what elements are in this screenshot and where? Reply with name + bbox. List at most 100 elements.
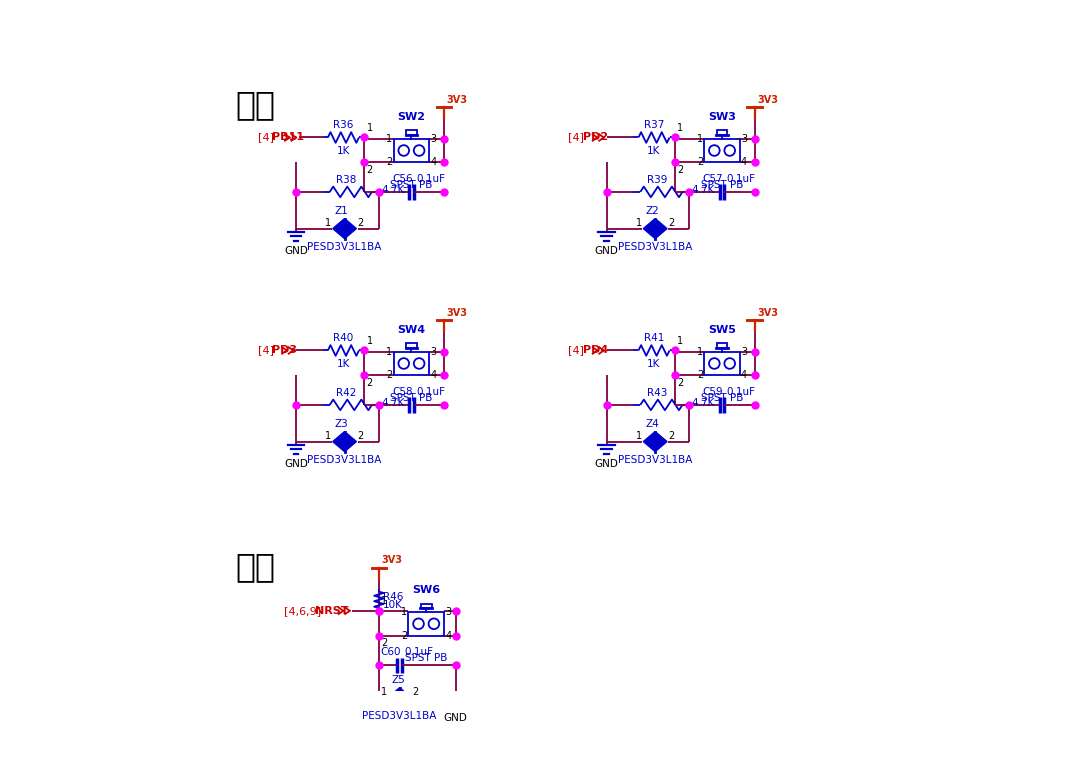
Text: R46: R46: [383, 592, 403, 602]
Text: 1: 1: [401, 607, 407, 617]
Text: Z4: Z4: [645, 418, 659, 428]
Text: 4: 4: [431, 158, 436, 168]
Text: 1: 1: [367, 123, 373, 133]
Text: R40: R40: [334, 334, 354, 343]
Text: 2: 2: [367, 378, 373, 388]
Text: 2: 2: [697, 370, 704, 380]
Text: 2: 2: [401, 631, 407, 641]
Text: 1K: 1K: [337, 147, 350, 157]
Text: C57: C57: [702, 174, 724, 184]
Text: 1: 1: [636, 431, 642, 441]
Text: PD4: PD4: [583, 345, 609, 355]
Text: PB11: PB11: [273, 133, 305, 143]
Text: Z1: Z1: [335, 206, 349, 216]
Text: 1K: 1K: [337, 359, 350, 369]
Bar: [716, 130, 727, 134]
Text: PESD3V3L1BA: PESD3V3L1BA: [618, 241, 693, 251]
Text: PD2: PD2: [583, 133, 608, 143]
Text: 1: 1: [677, 336, 683, 346]
Text: 3: 3: [431, 347, 436, 357]
Text: 2: 2: [357, 218, 364, 227]
Text: 3V3: 3V3: [447, 95, 467, 105]
Text: SPST PB: SPST PB: [700, 180, 743, 190]
Polygon shape: [333, 431, 344, 452]
Text: [4]: [4]: [258, 345, 274, 355]
Text: R43: R43: [647, 388, 667, 398]
Text: PESD3V3L1BA: PESD3V3L1BA: [362, 711, 437, 721]
Text: SPST PB: SPST PB: [405, 653, 448, 663]
Text: SPST PB: SPST PB: [390, 180, 433, 190]
Text: 4.7K: 4.7K: [692, 397, 715, 407]
Text: 3V3: 3V3: [382, 555, 402, 565]
Text: 2: 2: [386, 370, 392, 380]
Text: 复位: 复位: [236, 550, 276, 583]
Text: GND: GND: [285, 459, 308, 469]
Polygon shape: [344, 431, 356, 452]
Text: 1: 1: [325, 218, 332, 227]
Text: SW4: SW4: [398, 325, 425, 335]
Text: 2: 2: [367, 165, 373, 175]
Bar: [705, 352, 740, 376]
Text: C56: C56: [392, 174, 413, 184]
Text: PESD3V3L1BA: PESD3V3L1BA: [618, 455, 693, 465]
Text: R42: R42: [336, 388, 356, 398]
Text: 0.1uF: 0.1uF: [727, 386, 756, 397]
Text: R39: R39: [647, 175, 667, 185]
Text: [4,6,9]: [4,6,9]: [285, 606, 321, 616]
Text: 4.7K: 4.7K: [382, 185, 405, 195]
Text: [4]: [4]: [568, 133, 584, 143]
Text: GND: GND: [595, 459, 618, 469]
Bar: [705, 139, 740, 162]
Text: 0.1uF: 0.1uF: [404, 647, 434, 657]
Text: 2: 2: [413, 687, 419, 697]
Text: 1: 1: [386, 347, 392, 357]
Text: PESD3V3L1BA: PESD3V3L1BA: [307, 455, 382, 465]
Text: Z5: Z5: [391, 674, 405, 684]
Polygon shape: [644, 431, 656, 452]
Text: C58: C58: [392, 386, 413, 397]
Polygon shape: [344, 219, 356, 239]
Text: 按键: 按键: [236, 88, 276, 122]
Text: C59: C59: [702, 386, 724, 397]
Polygon shape: [656, 431, 667, 452]
Text: 1: 1: [677, 123, 683, 133]
Text: SW2: SW2: [398, 112, 425, 122]
Text: R38: R38: [336, 175, 356, 185]
Text: 3V3: 3V3: [757, 95, 778, 105]
Text: 1K: 1K: [647, 359, 661, 369]
Text: C60: C60: [381, 647, 401, 657]
Bar: [716, 343, 727, 348]
Text: 4: 4: [741, 370, 747, 380]
Text: 3: 3: [741, 133, 747, 144]
Bar: [408, 612, 443, 636]
Text: 1: 1: [381, 687, 387, 697]
Text: SPST PB: SPST PB: [390, 393, 433, 403]
Text: 2: 2: [697, 158, 704, 168]
Text: 4.7K: 4.7K: [382, 397, 405, 407]
Bar: [406, 343, 417, 348]
Text: 3V3: 3V3: [447, 308, 467, 318]
Polygon shape: [644, 219, 656, 239]
Text: R37: R37: [644, 120, 664, 130]
Text: 1: 1: [382, 596, 387, 606]
Text: 1: 1: [697, 347, 704, 357]
Bar: [393, 139, 430, 162]
Text: 0.1uF: 0.1uF: [416, 386, 446, 397]
Text: 2: 2: [677, 165, 683, 175]
Polygon shape: [400, 688, 411, 708]
Text: SPST PB: SPST PB: [700, 393, 743, 403]
Text: 4: 4: [741, 158, 747, 168]
Text: 3: 3: [431, 133, 436, 144]
Text: PESD3V3L1BA: PESD3V3L1BA: [307, 241, 382, 251]
Text: 3: 3: [741, 347, 747, 357]
Text: 1: 1: [325, 431, 332, 441]
Bar: [421, 604, 432, 608]
Polygon shape: [388, 688, 400, 708]
Text: 1: 1: [367, 336, 373, 346]
Text: 3V3: 3V3: [757, 308, 778, 318]
Text: NRST: NRST: [316, 606, 349, 616]
Text: [4]: [4]: [568, 345, 584, 355]
Bar: [406, 130, 417, 134]
Text: R36: R36: [334, 120, 354, 130]
Text: 1: 1: [697, 133, 704, 144]
